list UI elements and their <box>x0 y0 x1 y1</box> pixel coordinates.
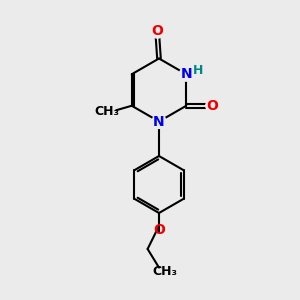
Text: N: N <box>153 115 165 128</box>
Text: CH₃: CH₃ <box>94 105 119 118</box>
Circle shape <box>206 99 219 112</box>
Text: O: O <box>206 99 218 113</box>
Text: O: O <box>152 25 164 38</box>
Text: N: N <box>181 67 192 81</box>
Circle shape <box>151 25 164 38</box>
Circle shape <box>152 115 166 128</box>
Text: CH₃: CH₃ <box>152 265 177 278</box>
Circle shape <box>179 67 193 81</box>
Text: H: H <box>193 64 203 77</box>
Text: O: O <box>153 224 165 237</box>
